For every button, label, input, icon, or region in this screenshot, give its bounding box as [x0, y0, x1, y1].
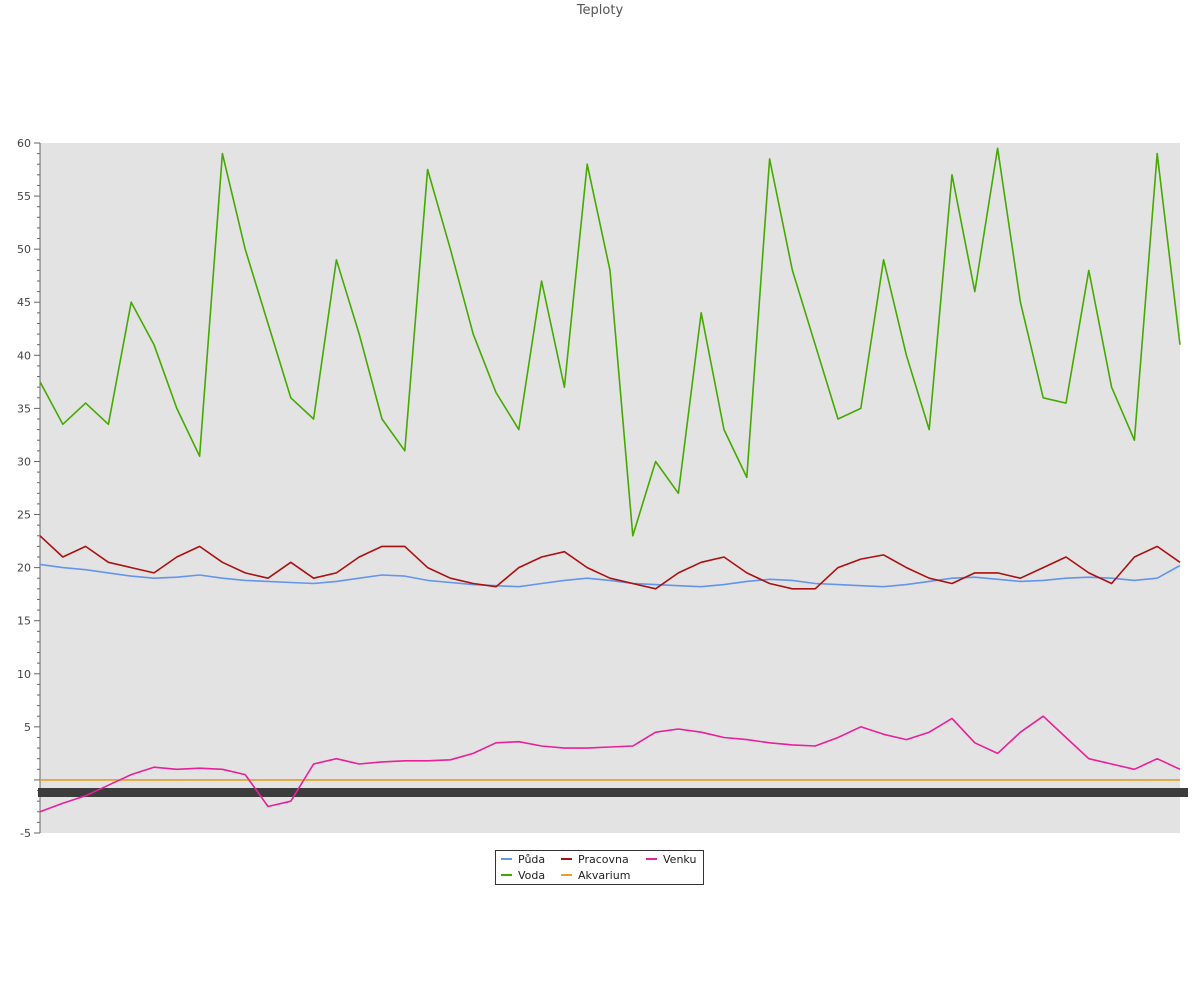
series-lines: [39, 147, 1181, 813]
x-axis-band: [38, 788, 1188, 797]
legend-label: Akvarium: [578, 869, 631, 882]
x-tick-label-band: [38, 788, 1188, 797]
y-tick-label: 35: [17, 402, 31, 415]
legend-label: Voda: [518, 869, 546, 882]
y-tick-label: 10: [17, 668, 31, 681]
y-tick-label: 55: [17, 190, 31, 203]
y-tick-label: 25: [17, 509, 31, 522]
y-tick-label: 60: [17, 137, 31, 150]
series-line-venku: [39, 715, 1181, 813]
legend-swatch: [561, 874, 572, 876]
y-tick-label: 15: [17, 615, 31, 628]
legend-label: Půda: [518, 853, 546, 866]
y-tick-label: -5: [20, 827, 31, 840]
legend-item: Pracovna: [561, 853, 629, 867]
legend-swatch: [646, 858, 657, 860]
y-tick-label: 45: [17, 296, 31, 309]
series-line-pracovna: [39, 535, 1181, 590]
series-line-voda: [39, 147, 1181, 537]
legend-item: Venku: [646, 853, 696, 867]
y-tick-label: 20: [17, 562, 31, 575]
legend-swatch: [501, 858, 512, 860]
legend-item: Akvarium: [561, 869, 630, 883]
legend-label: Pracovna: [578, 853, 629, 866]
legend-label: Venku: [663, 853, 697, 866]
legend: Půda Voda Pracovna Akvarium Venku: [495, 850, 704, 885]
y-tick-label: 50: [17, 243, 31, 256]
legend-swatch: [561, 858, 572, 860]
legend-item: Voda: [501, 869, 545, 883]
y-tick-label: 5: [24, 721, 31, 734]
legend-swatch: [501, 874, 512, 876]
plot-area: [40, 143, 1180, 833]
chart-title: Teploty: [576, 3, 624, 18]
legend-item: Půda: [501, 853, 545, 867]
series-line-půda: [39, 563, 1181, 588]
y-tick-label: 30: [17, 455, 31, 468]
y-axis: -5 5 10 15 20 25 30 35 40 45 50 55 60: [17, 137, 41, 840]
y-tick-label: 40: [17, 349, 31, 362]
